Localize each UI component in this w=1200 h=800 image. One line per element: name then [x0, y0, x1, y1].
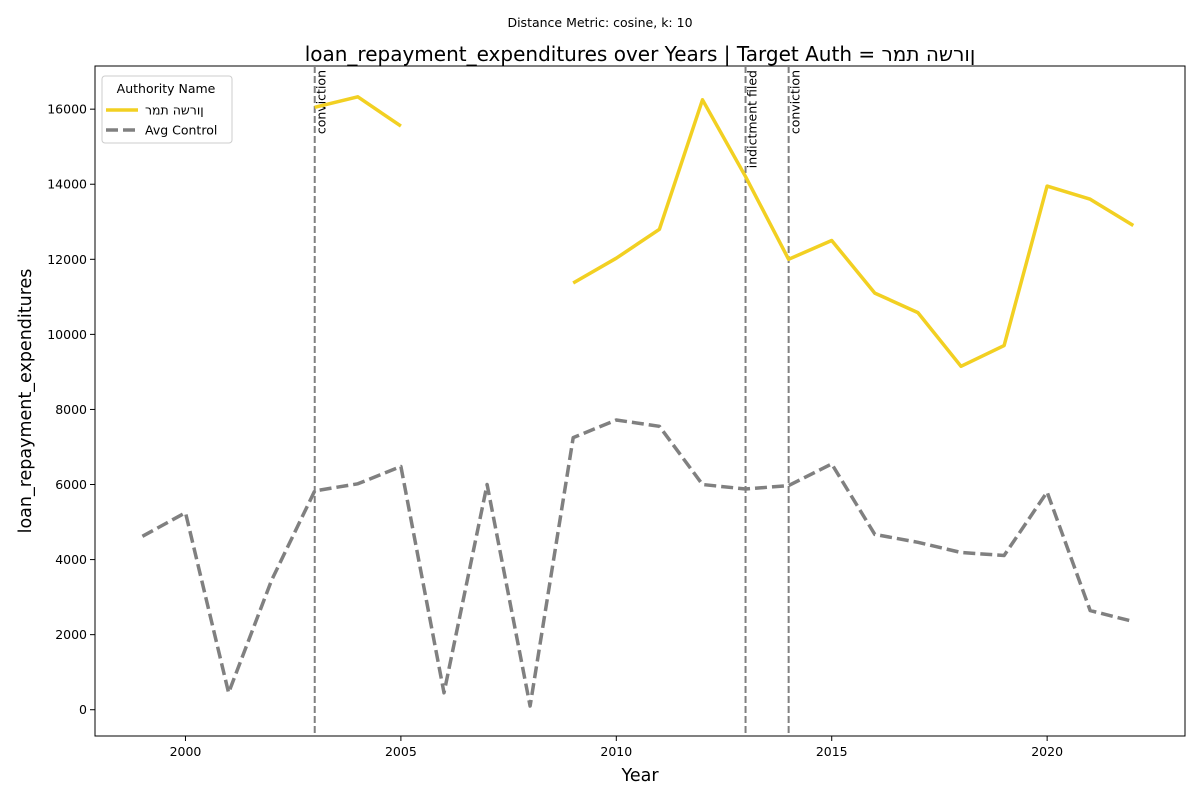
y-tick-label: 12000	[47, 252, 87, 267]
chart-title: loan_repayment_expenditures over Years |…	[305, 42, 976, 66]
y-tick-label: 14000	[47, 177, 87, 192]
y-tick-label: 10000	[47, 327, 87, 342]
y-tick-label: 2000	[55, 627, 87, 642]
legend-title: Authority Name	[117, 81, 216, 96]
legend-entry: Avg Control	[145, 123, 217, 138]
event-label: indictment filed	[745, 70, 760, 168]
event-label: conviction	[788, 70, 803, 134]
series-line	[141, 418, 1134, 708]
legend: Authority Name ןורשה תמר Avg Control	[101, 75, 233, 144]
x-tick-label: 2020	[1031, 744, 1063, 759]
y-tick-label: 4000	[55, 552, 87, 567]
y-tick-label: 6000	[55, 477, 87, 492]
series-line	[314, 95, 402, 128]
y-tick-label: 0	[79, 702, 87, 717]
plot-area	[94, 65, 1186, 737]
chart-suptitle: Distance Metric: cosine, k: 10	[507, 15, 692, 30]
x-tick-label: 2005	[385, 744, 417, 759]
x-axis-label: Year	[620, 766, 659, 786]
legend-entry: ןורשה תמר	[145, 103, 204, 118]
y-axis-label: loan_repayment_expenditures	[16, 269, 36, 534]
y-tick-label: 16000	[47, 102, 87, 117]
y-tick-label: 8000	[55, 402, 87, 417]
x-tick-label: 2015	[816, 744, 848, 759]
x-tick-label: 2010	[600, 744, 632, 759]
x-tick-label: 2000	[170, 744, 202, 759]
series-line	[572, 98, 1135, 369]
event-label: conviction	[314, 70, 329, 134]
legend-box	[101, 75, 233, 144]
